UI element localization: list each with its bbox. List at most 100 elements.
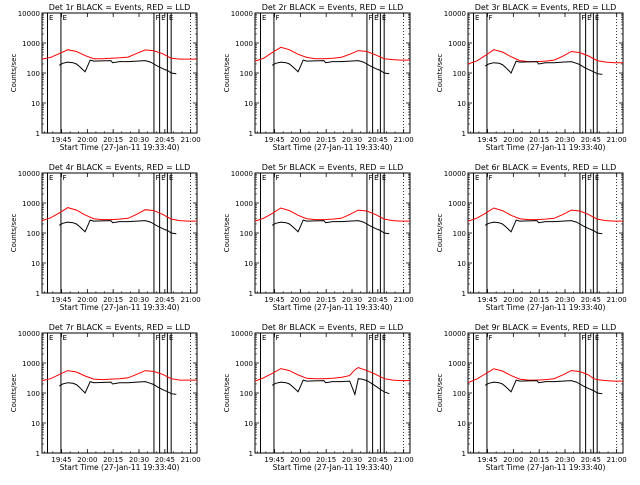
x-tick-label: 20:45 — [368, 456, 388, 464]
x-axis-label: Start Time (27-Jan-11 19:33:40) — [273, 143, 393, 152]
x-tick-label: 21:00 — [607, 136, 627, 144]
x-tick-label: 20:00 — [503, 456, 523, 464]
x-tick-label: 19:45 — [51, 296, 71, 304]
y-tick-label: 10 — [31, 100, 40, 108]
vertical-marker-label: F — [155, 14, 159, 22]
panel-title: Det 3r BLACK = Events, RED = LLD — [475, 3, 617, 12]
y-tick-label: 10 — [31, 260, 40, 268]
panel-title: Det 8r BLACK = Events, RED = LLD — [262, 323, 404, 332]
y-tick-label: 10000 — [18, 10, 40, 18]
y-tick-label: 10 — [244, 100, 253, 108]
vertical-marker-label: E — [374, 334, 378, 342]
vertical-marker-label: E — [62, 334, 66, 342]
y-tick-label: 1 — [249, 290, 253, 298]
y-tick-label: 10 — [244, 420, 253, 428]
vertical-marker-label: E — [49, 174, 53, 182]
x-tick-label: 20:30 — [555, 136, 575, 144]
x-tick-label: 20:45 — [581, 296, 601, 304]
lld-series-line — [467, 49, 623, 65]
events-series-line — [484, 60, 603, 75]
panel-title: Det 4r BLACK = Events, RED = LLD — [49, 163, 191, 172]
panel-3: Det 3r BLACK = Events, RED = LLD 1 10 100 10… — [436, 3, 627, 152]
lld-series-line — [41, 207, 197, 222]
y-tick-label: 1000 — [448, 200, 466, 208]
lld-series-line — [254, 367, 410, 382]
vertical-marker-label: F — [581, 14, 585, 22]
y-tick-label: 1000 — [235, 40, 253, 48]
x-tick-label: 20:30 — [342, 296, 362, 304]
x-tick-label: 20:00 — [503, 136, 523, 144]
y-tick-label: 10000 — [444, 10, 466, 18]
panel-6: Det 6r BLACK = Events, RED = LLD 1 10 100 10… — [436, 163, 627, 312]
y-tick-label: 1 — [462, 130, 466, 138]
x-axis-label: Start Time (27-Jan-11 19:33:40) — [60, 143, 180, 152]
y-tick-label: 10 — [457, 420, 466, 428]
events-series-line — [271, 378, 390, 397]
panel-title: Det 2r BLACK = Events, RED = LLD — [262, 3, 404, 12]
x-tick-label: 20:00 — [290, 136, 310, 144]
y-axis-label: Counts/sec — [223, 54, 231, 93]
x-tick-label: 21:00 — [394, 456, 414, 464]
y-tick-label: 10000 — [18, 170, 40, 178]
vertical-marker-label: E — [62, 14, 66, 22]
vertical-marker-label: E — [587, 14, 591, 22]
y-axis-label: Counts/sec — [436, 214, 444, 253]
panel-title: Det 6r BLACK = Events, RED = LLD — [475, 163, 617, 172]
y-axis-label: Counts/sec — [436, 374, 444, 413]
y-tick-label: 100 — [240, 390, 253, 398]
events-series-line — [58, 219, 177, 235]
vertical-marker-label: E — [475, 14, 479, 22]
vertical-marker-label: F — [62, 174, 66, 182]
x-tick-label: 20:15 — [316, 136, 336, 144]
vertical-marker-label: E — [161, 174, 165, 182]
panel-title: Det 7r BLACK = Events, RED = LLD — [49, 323, 191, 332]
y-tick-label: 1 — [36, 130, 40, 138]
vertical-marker-label: E — [374, 174, 378, 182]
x-tick-label: 19:45 — [51, 136, 71, 144]
x-tick-label: 21:00 — [181, 296, 201, 304]
panel-1: Det 1r BLACK = Events, RED = LLD 1 10 100 10… — [10, 3, 201, 152]
vertical-marker-label: E — [475, 334, 479, 342]
vertical-marker-label: E — [161, 334, 165, 342]
lld-series-line — [41, 49, 197, 60]
x-tick-label: 20:45 — [155, 456, 175, 464]
x-tick-label: 20:30 — [129, 136, 149, 144]
x-tick-label: 21:00 — [181, 456, 201, 464]
events-series-line — [58, 380, 177, 395]
y-tick-label: 100 — [240, 70, 253, 78]
x-tick-label: 20:15 — [316, 296, 336, 304]
events-series-line — [484, 379, 603, 395]
vertical-marker-label: F — [581, 174, 585, 182]
x-tick-label: 20:00 — [290, 456, 310, 464]
y-axis-label: Counts/sec — [10, 214, 18, 253]
vertical-marker-label: E — [262, 14, 266, 22]
x-tick-label: 20:15 — [529, 136, 549, 144]
y-tick-label: 100 — [27, 230, 40, 238]
panel-7: Det 7r BLACK = Events, RED = LLD 1 10 100 10… — [10, 323, 201, 472]
y-tick-label: 10000 — [231, 10, 253, 18]
x-axis-label: Start Time (27-Jan-11 19:33:40) — [486, 463, 606, 472]
x-tick-label: 20:45 — [581, 456, 601, 464]
x-tick-label: 20:00 — [77, 456, 97, 464]
vertical-marker-label: E — [587, 334, 591, 342]
y-tick-label: 10000 — [444, 170, 466, 178]
y-tick-label: 10000 — [18, 330, 40, 338]
vertical-marker-label: F — [368, 334, 372, 342]
x-tick-label: 20:30 — [342, 136, 362, 144]
y-tick-label: 100 — [27, 70, 40, 78]
y-axis-label: Counts/sec — [10, 374, 18, 413]
events-series-line — [271, 219, 390, 235]
y-axis-label: Counts/sec — [223, 374, 231, 413]
y-tick-label: 1 — [36, 450, 40, 458]
vertical-marker-label: F — [488, 334, 492, 342]
y-tick-label: 100 — [240, 230, 253, 238]
y-tick-label: 10 — [457, 100, 466, 108]
x-tick-label: 20:30 — [342, 456, 362, 464]
x-tick-label: 20:30 — [555, 296, 575, 304]
y-tick-label: 100 — [453, 390, 466, 398]
y-tick-label: 100 — [453, 70, 466, 78]
x-tick-label: 20:00 — [503, 296, 523, 304]
vertical-marker-label: E — [49, 334, 53, 342]
y-tick-label: 10 — [244, 260, 253, 268]
y-tick-label: 1000 — [22, 360, 40, 368]
